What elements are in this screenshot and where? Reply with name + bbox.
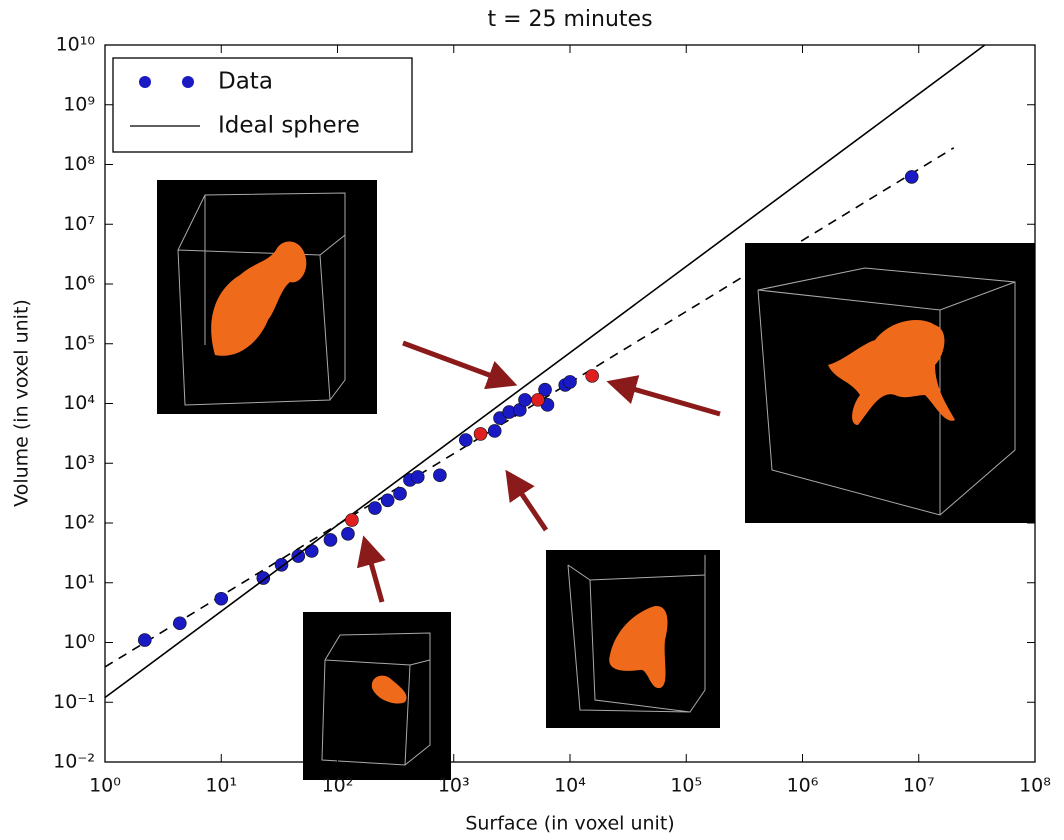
highlighted-point — [585, 369, 599, 383]
ideal-line — [104, 44, 986, 699]
data-point — [487, 424, 502, 438]
data-point — [563, 375, 577, 389]
x-tick-label: 10⁷ — [903, 775, 935, 797]
data-point — [459, 433, 473, 447]
marks — [104, 44, 986, 699]
data-point — [173, 616, 187, 631]
data-point — [538, 382, 552, 397]
data-point — [323, 533, 338, 547]
inset-4 — [745, 243, 1035, 523]
data-point — [256, 571, 271, 585]
x-tick-label: 10⁰ — [89, 775, 121, 797]
highlighted-point — [531, 393, 545, 407]
y-tick-label: 10⁻¹ — [53, 691, 95, 713]
inset-2 — [303, 612, 451, 780]
data-point — [368, 501, 382, 515]
inset-images — [157, 180, 1035, 780]
data-point — [138, 633, 152, 647]
y-tick-label: 10⁰ — [63, 631, 95, 653]
arrows — [356, 340, 721, 603]
y-tick-label: 10² — [63, 512, 95, 534]
inset-3 — [546, 550, 720, 728]
data-point — [341, 526, 355, 541]
legend-marker — [182, 76, 194, 88]
legend: Data Ideal sphere — [112, 57, 413, 153]
x-tick-label: 10¹ — [205, 775, 237, 797]
x-axis-label: Surface (in voxel unit) — [465, 813, 674, 835]
x-tick-label: 10⁵ — [670, 775, 702, 797]
y-tick-label: 10⁶ — [63, 273, 95, 295]
data-point — [433, 468, 447, 483]
x-tick-label: 10⁸ — [1019, 775, 1051, 797]
data-point — [410, 470, 425, 484]
data-point — [214, 591, 229, 606]
y-tick-label: 10⁴ — [63, 392, 95, 414]
y-tick-label: 10¹ — [63, 571, 95, 593]
data-point — [904, 170, 919, 184]
x-tick-label: 10³ — [438, 775, 470, 797]
data-point — [393, 486, 407, 501]
data-point — [291, 549, 306, 563]
y-axis-label: Volume (in voxel unit) — [11, 299, 33, 507]
y-tick-label: 10¹⁰ — [56, 34, 95, 56]
highlighted-point — [345, 513, 359, 527]
legend-label: Data — [218, 69, 273, 95]
inset-1 — [157, 180, 377, 414]
legend-label: Ideal sphere — [218, 113, 360, 139]
data-point — [304, 544, 319, 558]
x-tick-label: 10⁴ — [554, 775, 586, 797]
legend-marker — [139, 76, 151, 88]
data-point — [518, 393, 532, 407]
y-tick-label: 10⁸ — [63, 153, 95, 175]
y-tick-label: 10⁹ — [63, 93, 95, 115]
y-tick-label: 10³ — [63, 452, 95, 474]
chart-title: t = 25 minutes — [487, 7, 652, 32]
x-tick-label: 10⁶ — [787, 775, 819, 797]
y-tick-label: 10⁵ — [63, 332, 95, 354]
x-tick-label: 10² — [322, 775, 354, 797]
y-tick-label: 10⁻² — [53, 751, 95, 773]
y-tick-label: 10⁷ — [63, 213, 95, 235]
data-point — [380, 493, 395, 508]
highlighted-point — [473, 427, 488, 441]
fit-line — [104, 147, 955, 668]
